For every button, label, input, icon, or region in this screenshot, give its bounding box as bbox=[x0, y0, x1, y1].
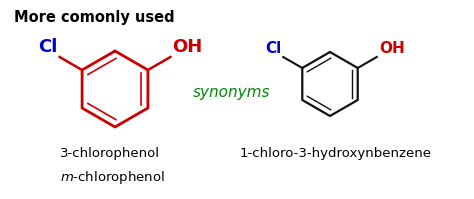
Text: synonyms: synonyms bbox=[193, 85, 271, 100]
Text: 1-chloro-3-hydroxynbenzene: 1-chloro-3-hydroxynbenzene bbox=[240, 147, 432, 160]
Text: More comonly used: More comonly used bbox=[14, 10, 174, 25]
Text: Cl: Cl bbox=[38, 38, 57, 56]
Text: OH: OH bbox=[173, 38, 203, 56]
Text: 3-chlorophenol: 3-chlorophenol bbox=[60, 147, 160, 160]
Text: $m$-chlorophenol: $m$-chlorophenol bbox=[60, 169, 164, 186]
Text: Cl: Cl bbox=[265, 41, 281, 56]
Text: OH: OH bbox=[379, 41, 404, 56]
